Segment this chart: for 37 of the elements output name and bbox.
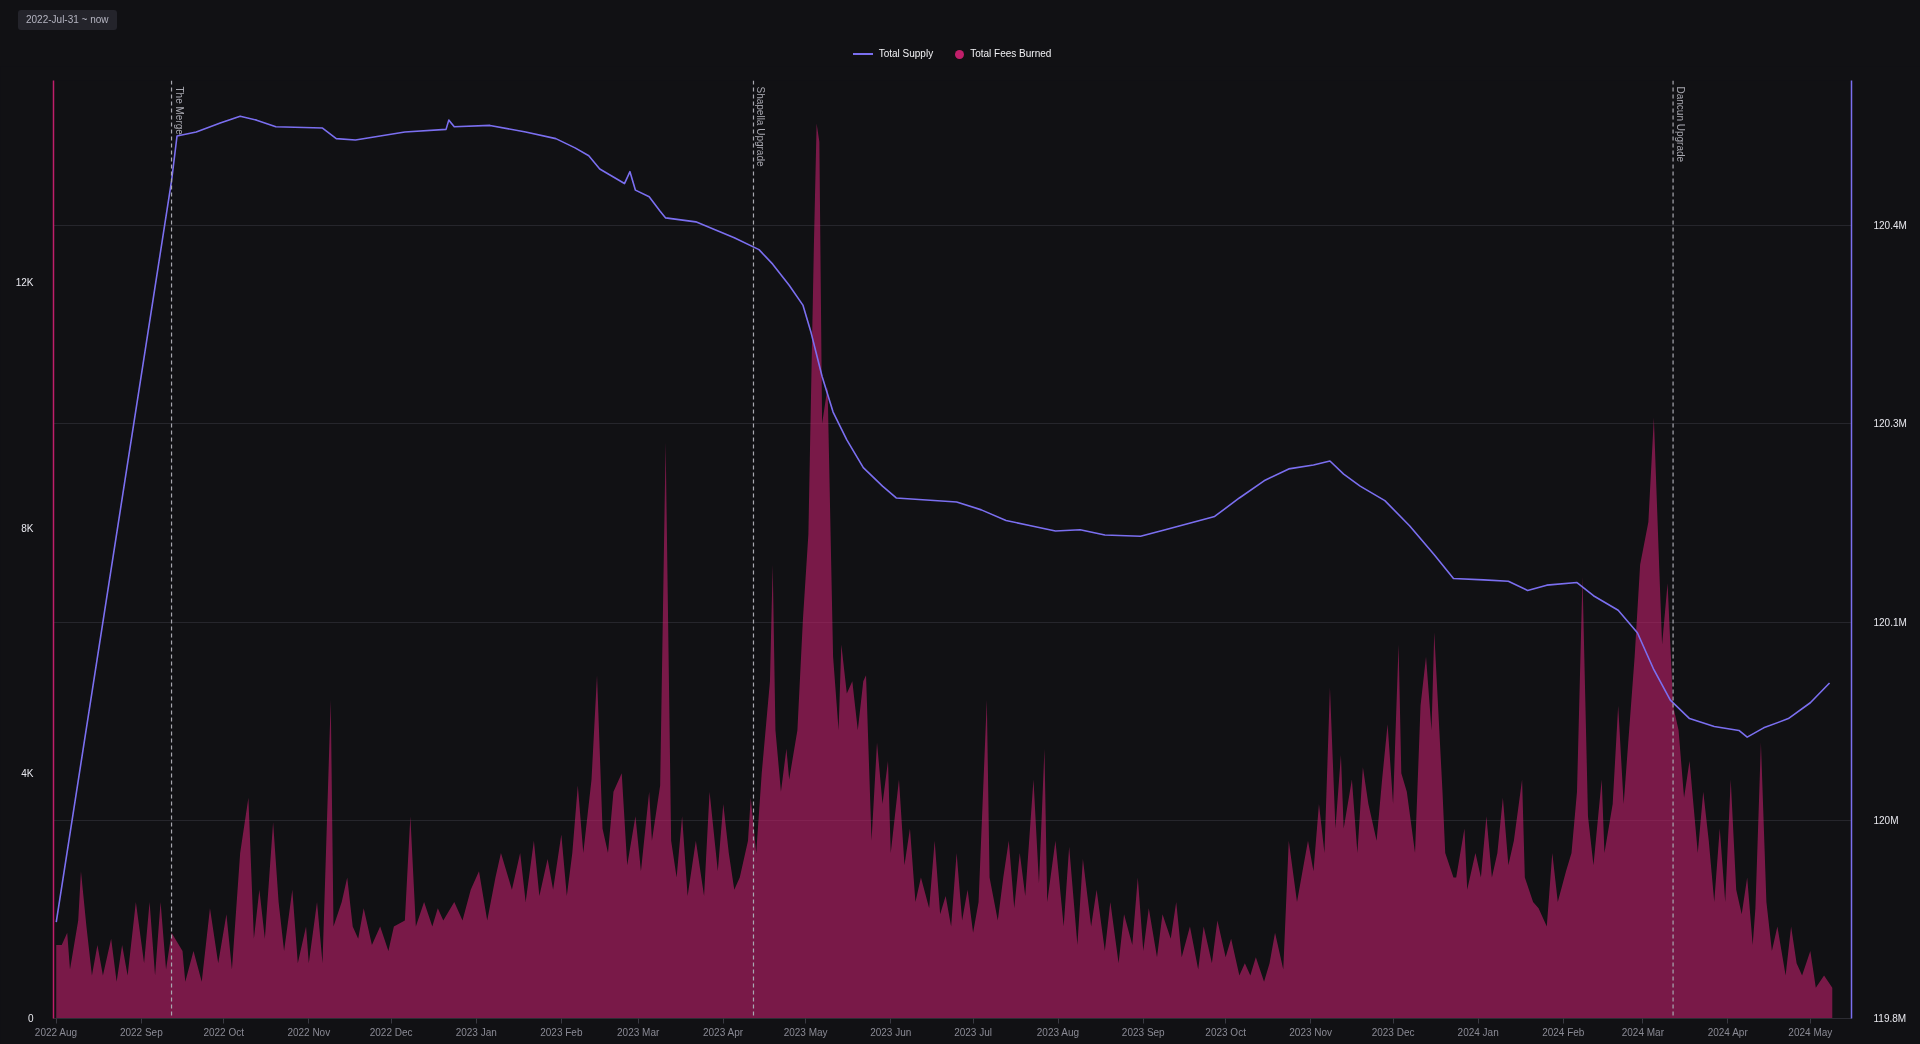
text: 2022-Jul-31 ~ now bbox=[18, 10, 117, 30]
x-tick-label: 2022 Oct bbox=[203, 1026, 245, 1038]
y2-tick-label: 120.1M bbox=[1873, 616, 1907, 628]
x-tick-label: 2024 Feb bbox=[1542, 1026, 1585, 1038]
ref-line-label: Shapella Upgrade bbox=[755, 86, 767, 167]
y-tick-label: 4K bbox=[21, 767, 34, 779]
x-tick-label: 2023 May bbox=[783, 1026, 828, 1038]
y2-tick-label: 119.8M bbox=[1873, 1013, 1907, 1024]
x-tick-label: 2023 Jun bbox=[870, 1026, 912, 1038]
x-tick-label: 2024 Mar bbox=[1621, 1026, 1665, 1038]
x-tick-label: 2023 Jan bbox=[455, 1026, 497, 1038]
x-tick-label: 2024 Jan bbox=[1457, 1026, 1499, 1038]
x-tick-label: 2022 Nov bbox=[287, 1026, 331, 1038]
x-tick-label: 2024 May bbox=[1788, 1026, 1833, 1038]
x-tick-label: 2023 Nov bbox=[1289, 1026, 1333, 1038]
x-tick-label: 2023 Oct bbox=[1205, 1026, 1247, 1038]
y2-tick-label: 120M bbox=[1873, 814, 1899, 826]
x-tick-label: 2023 Apr bbox=[703, 1026, 744, 1038]
x-tick-label: 2023 Feb bbox=[540, 1026, 583, 1038]
y-tick-label: 0 bbox=[27, 1013, 34, 1024]
x-tick-label: 2023 Sep bbox=[1121, 1026, 1166, 1038]
x-tick-label: 2023 Dec bbox=[1371, 1026, 1415, 1038]
ref-line-label: The Merge bbox=[173, 86, 185, 136]
y-tick-label: 12K bbox=[15, 277, 34, 289]
y2-tick-label: 120.3M bbox=[1873, 418, 1907, 430]
x-tick-label: 2024 Apr bbox=[1707, 1026, 1749, 1038]
x-tick-label: 2022 Dec bbox=[369, 1026, 413, 1038]
ref-line-label: Dancun Upgrade bbox=[1675, 86, 1687, 163]
y-tick-label: 8K bbox=[21, 522, 34, 534]
legend-label: Total Fees Burned bbox=[970, 47, 1052, 61]
x-tick-label: 2023 Mar bbox=[617, 1026, 660, 1038]
x-tick-label: 2023 Aug bbox=[1036, 1026, 1080, 1038]
y2-tick-label: 120.4M bbox=[1873, 220, 1907, 232]
x-tick-label: 2023 Jul bbox=[954, 1026, 992, 1038]
legend-label: Total Supply bbox=[878, 47, 934, 61]
x-tick-label: 2022 Sep bbox=[119, 1026, 164, 1038]
x-tick-label: 2022 Aug bbox=[34, 1026, 78, 1038]
